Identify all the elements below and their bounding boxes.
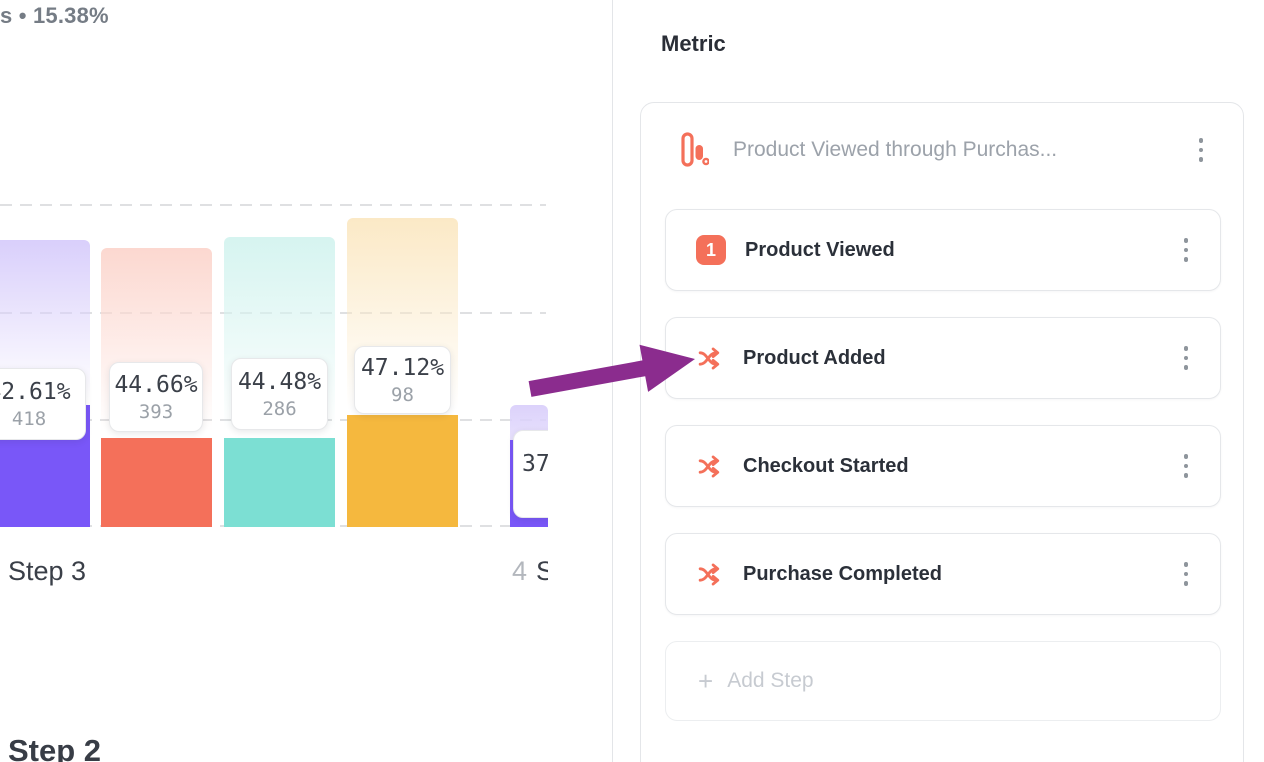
funnel-step-row-product-added[interactable]: Product Added [665,317,1221,399]
section-heading-step-2: Step 2 [8,733,102,762]
step-number-badge: 1 [696,235,726,265]
value-label-step4-series1: 37 [513,430,548,518]
conversion-count: 286 [262,397,297,420]
value-label-step3-series1: 42.61% 418 [0,368,86,440]
value-label-step3-series4: 47.12% 98 [354,346,451,414]
metric-panel: Metric Product Viewed through Purchas...… [612,0,1264,762]
metric-kebab-menu-icon[interactable] [1193,134,1210,166]
shuffle-icon [696,345,724,372]
step-kebab-menu-icon[interactable] [1178,342,1195,374]
step-kebab-menu-icon[interactable] [1178,558,1195,590]
bar-converted-segment [101,438,212,527]
funnel-step-row-product-viewed[interactable]: 1 Product Viewed [665,209,1221,291]
axis-step-text: Step 3 [8,556,87,586]
funnel-chart: 42.61% 418 44.66% 393 44.48% 286 47.12% … [0,0,548,762]
conversion-percent: 44.48% [237,368,322,395]
gridline [0,204,546,206]
funnel-chart-pane: s • 15.38% [0,0,612,762]
conversion-percent: 37 [522,451,548,477]
conversion-count: 98 [391,383,414,406]
conversion-percent: 42.61% [0,378,71,405]
add-step-button[interactable]: + Add Step [665,641,1221,721]
metric-title-row[interactable]: Product Viewed through Purchas... [641,129,1243,171]
step-label: Checkout Started [743,454,909,477]
shuffle-icon [696,453,724,480]
bar-converted-segment [347,415,458,527]
axis-label-step-4: 4 Step 4 [512,556,548,587]
value-label-step3-series3: 44.48% 286 [231,358,328,430]
step-kebab-menu-icon[interactable] [1178,450,1195,482]
step-kebab-menu-icon[interactable] [1178,234,1195,266]
conversion-percent: 47.12% [360,354,445,381]
metric-card: Product Viewed through Purchas... 1 Prod… [640,102,1244,762]
conversion-count: 418 [11,407,47,430]
axis-label-step-3: Step 3 [8,556,86,587]
shuffle-icon [696,561,724,588]
step-label: Purchase Completed [743,562,942,585]
value-label-step3-series2: 44.66% 393 [109,362,203,432]
funnel-step-row-purchase-completed[interactable]: Purchase Completed [665,533,1221,615]
axis-step-text: Step 4 [536,556,548,586]
panel-heading: Metric [661,31,726,56]
funnel-metric-icon [681,132,709,168]
bar-converted-segment [224,438,335,527]
conversion-percent: 44.66% [114,371,198,398]
conversion-count: 393 [138,400,174,423]
conversion-summary-text: s • 15.38% [0,3,109,28]
step-label: Product Added [743,346,886,369]
add-step-label: Add Step [727,669,814,692]
axis-step-number: 4 [512,556,528,586]
funnel-step-row-checkout-started[interactable]: Checkout Started [665,425,1221,507]
metric-title: Product Viewed through Purchas... [733,138,1058,161]
plus-icon: + [698,666,714,696]
step-label: Product Viewed [745,238,895,261]
funnel-bar-step3-series1[interactable] [0,240,90,527]
